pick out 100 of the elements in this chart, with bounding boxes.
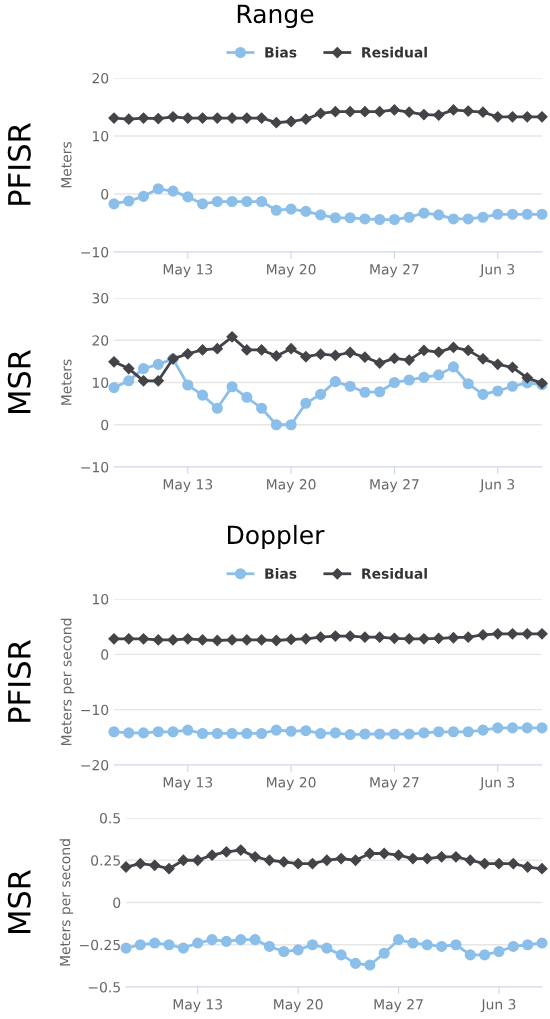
point (270, 350, 282, 362)
point (211, 727, 223, 740)
point (278, 945, 290, 958)
point (344, 346, 356, 359)
point (477, 353, 489, 365)
point (167, 185, 179, 197)
point (329, 212, 341, 224)
point (285, 419, 297, 431)
point (241, 391, 253, 403)
point (388, 104, 401, 116)
point (447, 361, 460, 373)
point (418, 344, 430, 356)
point (263, 940, 276, 952)
point (321, 942, 333, 954)
point (256, 195, 268, 208)
x-tick-label: May 27 (370, 264, 419, 278)
point (388, 213, 400, 226)
y-tick-label: 0.25 (91, 855, 120, 866)
y-tick-label: 0 (101, 188, 109, 200)
point (226, 331, 238, 343)
point (506, 111, 519, 123)
x-tick-label: Jun 3 (479, 777, 515, 791)
point (536, 722, 548, 734)
point (464, 854, 476, 866)
point (292, 944, 304, 956)
point (196, 344, 209, 356)
point (492, 722, 504, 734)
point (182, 633, 194, 645)
point (388, 352, 401, 365)
point (359, 351, 371, 363)
point (462, 105, 474, 117)
chart-title: Range (237, 4, 314, 29)
point (306, 939, 319, 951)
legend-label: Residual (362, 46, 427, 58)
point (321, 854, 333, 866)
point (206, 934, 218, 946)
legend-label: Residual (362, 568, 427, 579)
text: MSR (7, 349, 31, 413)
point (506, 380, 519, 392)
point (407, 852, 419, 865)
y-axis-title: Meters (61, 359, 72, 405)
point (256, 727, 268, 740)
point (152, 358, 164, 370)
x-tick-label: May 20 (274, 999, 323, 1013)
x-tick-label: Jun 3 (479, 264, 515, 278)
point (241, 727, 253, 740)
point (492, 628, 504, 640)
point (506, 208, 519, 220)
point (492, 358, 504, 370)
point (211, 343, 223, 355)
point (226, 727, 238, 740)
point (507, 940, 519, 952)
point (300, 351, 312, 363)
legend-label: Bias (265, 46, 297, 58)
point (462, 631, 474, 643)
point (418, 371, 430, 383)
point (359, 386, 371, 398)
point (403, 211, 415, 223)
point (196, 198, 209, 210)
point (182, 724, 194, 736)
x-tick-label: May 27 (370, 777, 419, 791)
x-tick-label: Jun 3 (479, 479, 515, 493)
point (108, 726, 120, 738)
point (123, 633, 135, 645)
x-tick-label: May 27 (370, 479, 419, 493)
point (344, 630, 356, 642)
point (241, 112, 253, 124)
point (521, 208, 533, 220)
point (447, 213, 460, 225)
y-tick-label: 0 (101, 649, 109, 660)
point (392, 849, 405, 861)
point (300, 113, 312, 125)
point (137, 112, 150, 124)
point (329, 106, 341, 118)
point (436, 940, 448, 952)
point (177, 854, 189, 866)
point (433, 209, 445, 221)
point (536, 863, 548, 875)
point (182, 191, 194, 203)
point (392, 934, 405, 946)
point (521, 372, 533, 384)
point (108, 382, 120, 394)
point (462, 726, 474, 738)
point (123, 375, 135, 387)
y-tick-label: −20 (81, 759, 109, 771)
point (300, 725, 312, 737)
point (163, 863, 175, 875)
point (270, 204, 282, 216)
point (149, 859, 161, 871)
point (137, 190, 150, 202)
y-tick-label: 20 (92, 335, 109, 346)
point (433, 726, 445, 738)
point (364, 847, 376, 860)
point (255, 344, 268, 356)
text: MSR (7, 869, 31, 933)
point (300, 205, 312, 217)
y-tick-label: 10 (92, 377, 109, 388)
point (349, 854, 362, 866)
y-tick-label: 0.5 (99, 812, 120, 824)
y-tick-label: 0 (113, 897, 121, 908)
